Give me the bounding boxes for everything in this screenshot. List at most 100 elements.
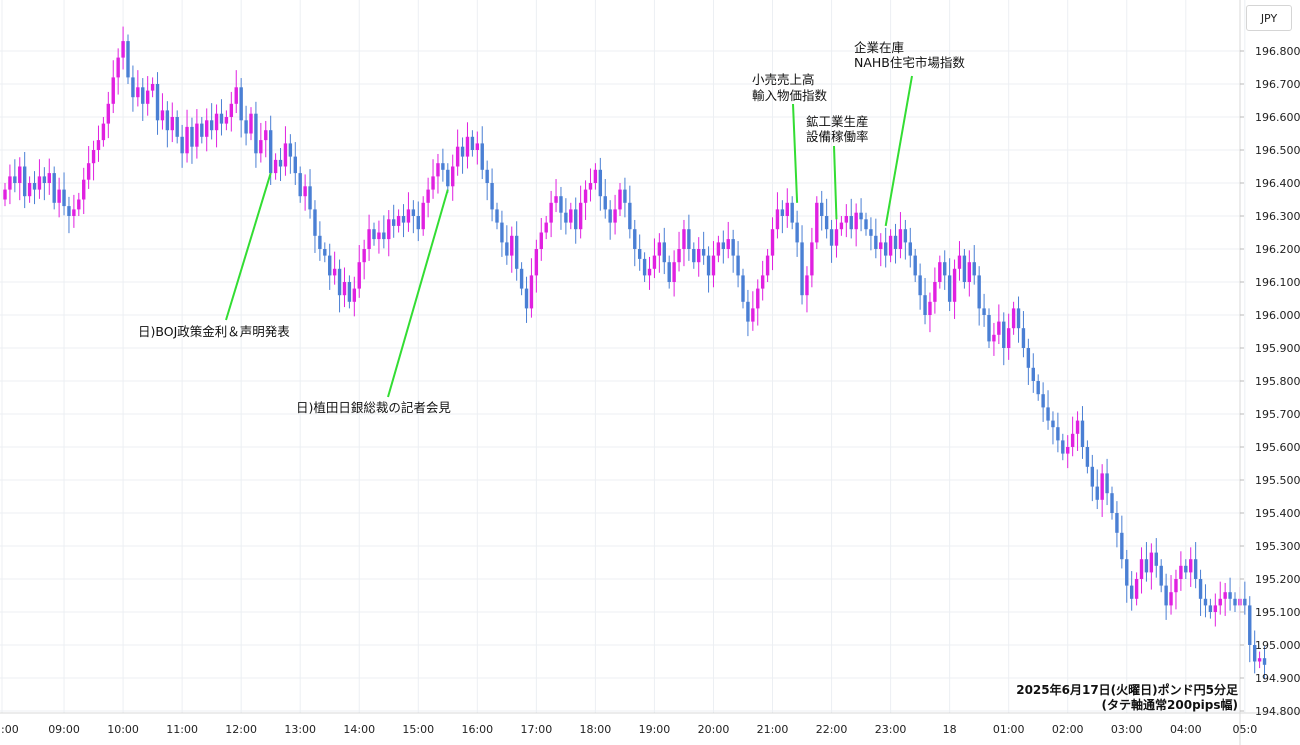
- candle-body: [67, 206, 71, 216]
- candle-body: [800, 242, 804, 296]
- candle-body: [1056, 427, 1060, 441]
- annotation-leader-lines: [225, 75, 913, 398]
- annotation-leader-line: [225, 172, 272, 321]
- y-tick-label: 195.100: [1255, 606, 1300, 619]
- candle-body: [1198, 579, 1203, 599]
- currency-badge[interactable]: JPY: [1246, 5, 1292, 31]
- candle-body: [810, 242, 814, 276]
- candle-body: [86, 163, 91, 180]
- y-tick-label: 196.500: [1255, 144, 1300, 157]
- y-tick-label: 196.000: [1255, 309, 1300, 322]
- candle-body: [1080, 420, 1085, 447]
- candle-body: [1021, 328, 1026, 348]
- candle-body: [943, 262, 947, 276]
- candle-body: [293, 156, 297, 174]
- candle-body: [377, 232, 381, 240]
- x-tick-label: 22:00: [816, 723, 848, 736]
- candle-body: [736, 255, 740, 276]
- candle-body: [888, 235, 893, 256]
- candle-body: [1164, 585, 1168, 606]
- x-tick-label: 12:00: [225, 723, 257, 736]
- candle-body: [209, 120, 214, 131]
- candle-body: [1208, 605, 1213, 612]
- candle-body: [908, 242, 912, 256]
- candle-body: [1228, 592, 1232, 599]
- time-axis: :00 09:00 10:00 11:00 12:00 13:00 14:00 15:00 16…: [1, 723, 1257, 736]
- candle-body: [598, 169, 603, 197]
- y-tick-label: 194.900: [1255, 672, 1300, 685]
- grid: [0, 0, 1246, 713]
- x-tick-label: 09:00: [48, 723, 80, 736]
- candle-body: [1144, 559, 1149, 573]
- candle-body: [416, 216, 420, 230]
- candle-body: [613, 209, 617, 223]
- candle-body: [42, 176, 47, 183]
- candle-body: [1184, 565, 1188, 573]
- candle-body: [987, 315, 991, 342]
- x-tick-label: :00: [1, 723, 19, 736]
- candle-body: [677, 249, 681, 263]
- y-tick-label: 196.700: [1255, 78, 1300, 91]
- candle-body: [726, 239, 730, 249]
- candle-body: [347, 282, 352, 302]
- candle-body: [933, 282, 937, 302]
- candle-body: [883, 242, 888, 256]
- candle-body: [893, 235, 898, 249]
- candle-body: [234, 87, 238, 104]
- candle-body: [436, 163, 440, 177]
- chart-caption-line-1: 2025年6月17日(火曜日)ポンド円5分足: [1016, 682, 1238, 697]
- candle-body: [1120, 532, 1124, 560]
- candle-body: [500, 222, 504, 243]
- candle-body: [1213, 605, 1218, 612]
- candle-body: [652, 255, 657, 269]
- candle-body: [672, 262, 676, 282]
- candle-body: [687, 229, 691, 249]
- y-tick-label: 195.600: [1255, 441, 1300, 454]
- candle-body: [741, 275, 745, 302]
- candle-body: [318, 235, 322, 249]
- annotation-ueda: 日)植田日銀総裁の記者会見: [296, 400, 451, 415]
- candle-body: [37, 176, 42, 190]
- candle-body: [160, 110, 165, 121]
- x-tick-label: 15:00: [402, 723, 434, 736]
- candle-body: [903, 229, 908, 243]
- x-tick-label: 20:00: [698, 723, 730, 736]
- candle-body: [239, 87, 243, 121]
- candle-body: [785, 202, 789, 216]
- candle-body: [539, 232, 543, 249]
- candle-body: [1095, 486, 1099, 500]
- y-tick-label: 195.900: [1255, 342, 1300, 355]
- annotation-leader-line: [884, 75, 913, 227]
- candle-body: [554, 196, 558, 203]
- candle-body: [431, 176, 435, 190]
- candle-body: [1233, 598, 1237, 606]
- candle-body: [706, 255, 711, 276]
- candle-body: [1169, 592, 1173, 606]
- x-tick-label: 18:00: [580, 723, 612, 736]
- x-tick-label: 19:00: [639, 723, 671, 736]
- candle-body: [278, 159, 283, 167]
- candle-body: [77, 199, 81, 210]
- candle-body: [829, 229, 834, 246]
- candle-body: [633, 229, 637, 249]
- candle-body: [332, 268, 337, 276]
- candle-body: [219, 113, 224, 124]
- candle-body: [790, 202, 794, 223]
- candle-body: [1154, 552, 1158, 566]
- annotation-inventory-line-1: 企業在庫: [854, 40, 904, 55]
- price-axis: 196.800 196.700 196.600 196.500 196.400 196.3…: [1240, 45, 1300, 718]
- annotation-leader-line: [833, 145, 838, 220]
- candle-body: [1066, 447, 1070, 454]
- candle-body: [495, 209, 499, 223]
- candle-body: [1036, 381, 1040, 395]
- y-tick-label: 196.800: [1255, 45, 1300, 58]
- x-tick-label: 10:00: [107, 723, 139, 736]
- candle-body: [460, 146, 465, 157]
- candle-body: [780, 209, 785, 216]
- x-tick-label: 03:00: [1111, 723, 1143, 736]
- candle-body: [549, 202, 553, 223]
- candle-body: [465, 136, 470, 157]
- candle-body: [514, 235, 519, 269]
- candle-body: [731, 239, 735, 256]
- candle-body: [1203, 598, 1208, 606]
